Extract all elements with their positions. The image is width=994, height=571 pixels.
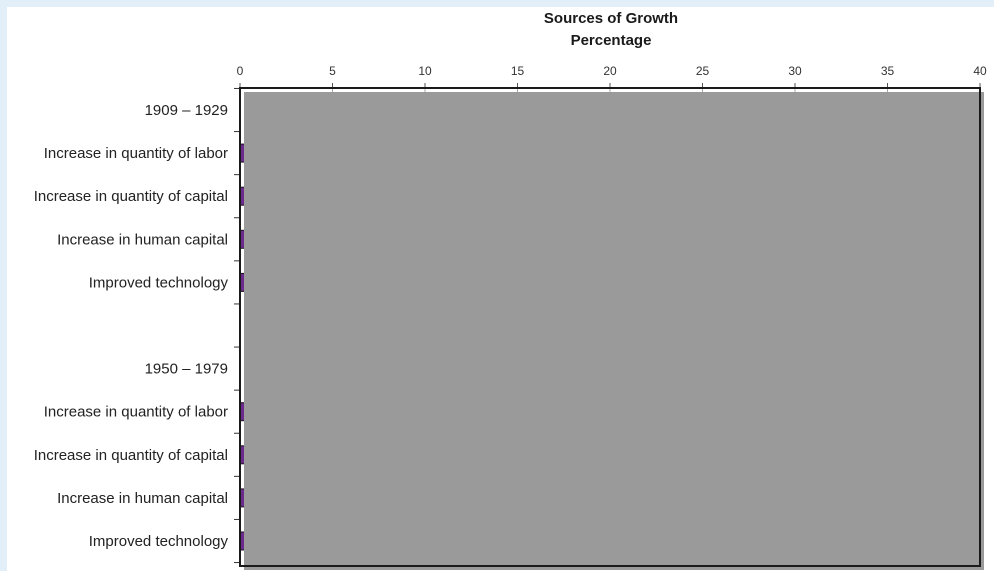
period-label: 1950 – 1979: [145, 361, 228, 378]
chart-title: Sources of Growth: [544, 10, 678, 27]
x-tick-label: 30: [788, 64, 802, 78]
category-label: Increase in human capital: [57, 231, 228, 248]
category-label: Increase in quantity of capital: [34, 188, 228, 205]
x-tick-label: 40: [973, 64, 987, 78]
category-label: Improved technology: [89, 274, 229, 291]
period-label: 1909 – 1929: [145, 102, 228, 119]
x-tick-label: 25: [696, 64, 710, 78]
category-label: Increase in quantity of labor: [44, 145, 228, 162]
plot-border: [239, 87, 981, 567]
category-label: Increase in quantity of labor: [44, 404, 228, 421]
x-tick-label: 5: [329, 64, 336, 78]
x-axis-title: Percentage: [571, 32, 652, 49]
x-axis-ticks: 0 5 10 15 20 25 30 35 40: [237, 64, 987, 88]
x-tick-label: 0: [237, 64, 244, 78]
x-tick-label: 15: [511, 64, 525, 78]
plot-frame: [239, 87, 984, 570]
category-label: Improved technology: [89, 533, 229, 550]
plot-shadow: [244, 92, 984, 570]
x-tick-label: 35: [881, 64, 895, 78]
x-tick-label: 20: [603, 64, 617, 78]
category-labels: 1909 – 1929 Increase in quantity of labor…: [34, 87, 240, 564]
x-tick-label: 10: [418, 64, 432, 78]
category-label: Increase in quantity of capital: [34, 447, 228, 464]
category-label: Increase in human capital: [57, 490, 228, 507]
